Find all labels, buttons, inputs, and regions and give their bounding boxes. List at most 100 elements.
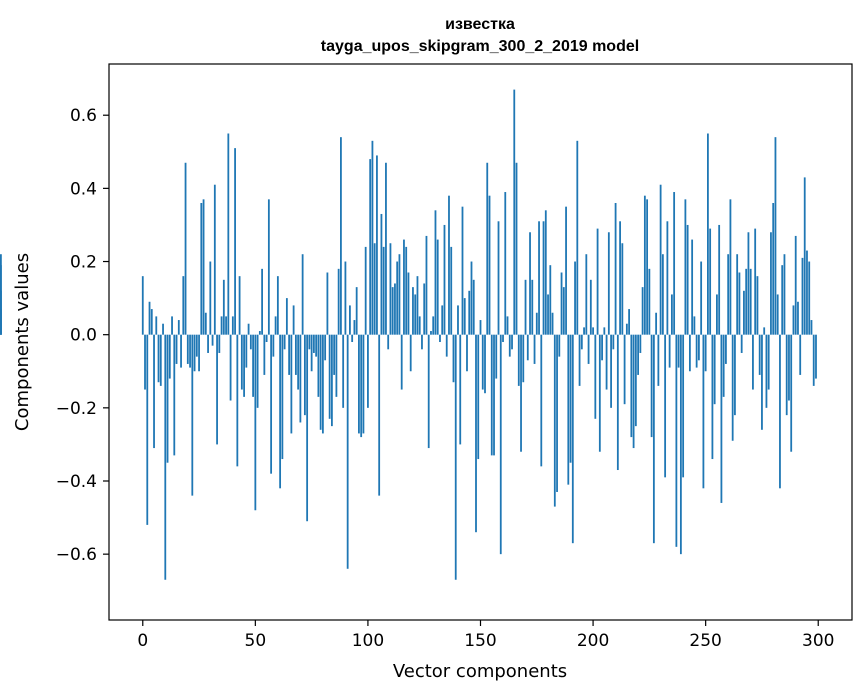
bar-255 bbox=[716, 294, 718, 335]
bar-230 bbox=[659, 184, 662, 335]
bar-80 bbox=[321, 334, 324, 434]
bar-120 bbox=[412, 287, 414, 335]
bar-299 bbox=[815, 334, 817, 379]
bar-144 bbox=[466, 334, 468, 372]
axes-group: 0 50 100 150 200 250 300 −0.6 −0.4 −0.2 0.0 0.2 0.4 0… bbox=[56, 63, 853, 651]
bar-33 bbox=[216, 334, 218, 445]
bar-53 bbox=[261, 268, 263, 335]
bar-261 bbox=[729, 199, 732, 335]
bar-77 bbox=[315, 334, 318, 357]
bars-group bbox=[0, 89, 817, 580]
bar-146 bbox=[470, 261, 473, 335]
bar-149 bbox=[477, 334, 480, 460]
bar-6 bbox=[155, 316, 158, 335]
y-tick-label: −0.2 bbox=[56, 399, 97, 419]
bar-17 bbox=[180, 334, 182, 368]
bar-215 bbox=[625, 323, 628, 335]
bar-141 bbox=[459, 334, 462, 445]
bar-199 bbox=[589, 279, 592, 335]
bar-189 bbox=[567, 334, 570, 485]
bar-114 bbox=[398, 254, 401, 335]
bar-148 bbox=[475, 334, 477, 533]
bar-130 bbox=[434, 210, 437, 335]
bar-159 bbox=[499, 334, 502, 555]
bar-192 bbox=[574, 261, 576, 335]
bar-202 bbox=[596, 228, 599, 335]
bar-229 bbox=[657, 334, 660, 386]
bar-244 bbox=[691, 239, 694, 335]
y-tick-label: 0.2 bbox=[70, 253, 97, 273]
bar-193 bbox=[576, 140, 579, 335]
bar-232 bbox=[664, 334, 667, 478]
bar-167 bbox=[517, 334, 520, 386]
bar-103 bbox=[373, 243, 376, 335]
bar-132 bbox=[439, 334, 441, 342]
bar-203 bbox=[598, 334, 601, 452]
bar-112 bbox=[394, 283, 396, 335]
bar-110 bbox=[389, 243, 392, 335]
bar-233 bbox=[666, 221, 669, 335]
bar-105 bbox=[378, 334, 381, 496]
bar-270 bbox=[749, 268, 752, 335]
bar-24 bbox=[195, 334, 198, 357]
y-tick-label: 0.0 bbox=[70, 326, 97, 346]
bar-284 bbox=[781, 265, 784, 335]
bar-3 bbox=[148, 301, 151, 335]
bar-63 bbox=[283, 334, 286, 350]
bar-247 bbox=[698, 334, 700, 361]
bar-221 bbox=[639, 334, 642, 353]
bar-281 bbox=[774, 137, 777, 335]
bar-34 bbox=[218, 334, 221, 353]
bar-96 bbox=[358, 334, 360, 434]
bar-18 bbox=[182, 276, 185, 335]
bar-135 bbox=[445, 334, 448, 357]
bar-298 bbox=[812, 334, 815, 386]
bar-78 bbox=[317, 334, 320, 397]
bar-205 bbox=[603, 327, 606, 335]
y-axis-label: Components values bbox=[12, 253, 33, 431]
bar-222 bbox=[641, 287, 644, 335]
bar-89 bbox=[342, 334, 345, 408]
bar-237 bbox=[675, 334, 678, 547]
bar-58 bbox=[272, 334, 275, 357]
bar-249 bbox=[702, 334, 705, 489]
bar-1 bbox=[144, 334, 146, 390]
bar-253 bbox=[711, 334, 714, 460]
bar-198 bbox=[587, 334, 590, 364]
y-tick-label: −0.4 bbox=[56, 472, 97, 492]
bar-252 bbox=[709, 228, 712, 335]
bar-11 bbox=[166, 334, 169, 463]
bar-285 bbox=[783, 254, 786, 335]
bar-160 bbox=[502, 334, 504, 342]
bar-295 bbox=[806, 250, 808, 335]
bar-65 bbox=[288, 334, 291, 375]
bar-79 bbox=[319, 334, 322, 430]
bar-277 bbox=[765, 334, 768, 408]
bar-274 bbox=[758, 334, 761, 375]
bar-84 bbox=[331, 334, 333, 427]
bar-74 bbox=[308, 334, 311, 350]
x-tick-label: 150 bbox=[464, 631, 496, 651]
bar-50 bbox=[254, 334, 257, 511]
bar-291 bbox=[797, 301, 799, 335]
bar-124 bbox=[421, 334, 423, 350]
bar-19 bbox=[184, 162, 187, 335]
bar-22 bbox=[191, 334, 194, 496]
bar-169 bbox=[522, 334, 525, 383]
bar-174 bbox=[533, 334, 536, 364]
bar-231 bbox=[661, 254, 664, 335]
bar-200 bbox=[592, 327, 594, 335]
bar-166 bbox=[515, 162, 518, 335]
x-axis-label: Vector components bbox=[393, 661, 567, 682]
bar-75 bbox=[310, 334, 313, 372]
bar-36 bbox=[222, 279, 225, 335]
bar-265 bbox=[738, 272, 741, 335]
plot-frame bbox=[108, 63, 853, 621]
bar-194 bbox=[578, 334, 581, 386]
bar-69 bbox=[297, 334, 300, 390]
bar-70 bbox=[299, 334, 302, 423]
bar-26 bbox=[200, 203, 203, 335]
bar-108 bbox=[385, 162, 387, 335]
bar-226 bbox=[650, 334, 653, 438]
bar-15 bbox=[175, 334, 178, 364]
